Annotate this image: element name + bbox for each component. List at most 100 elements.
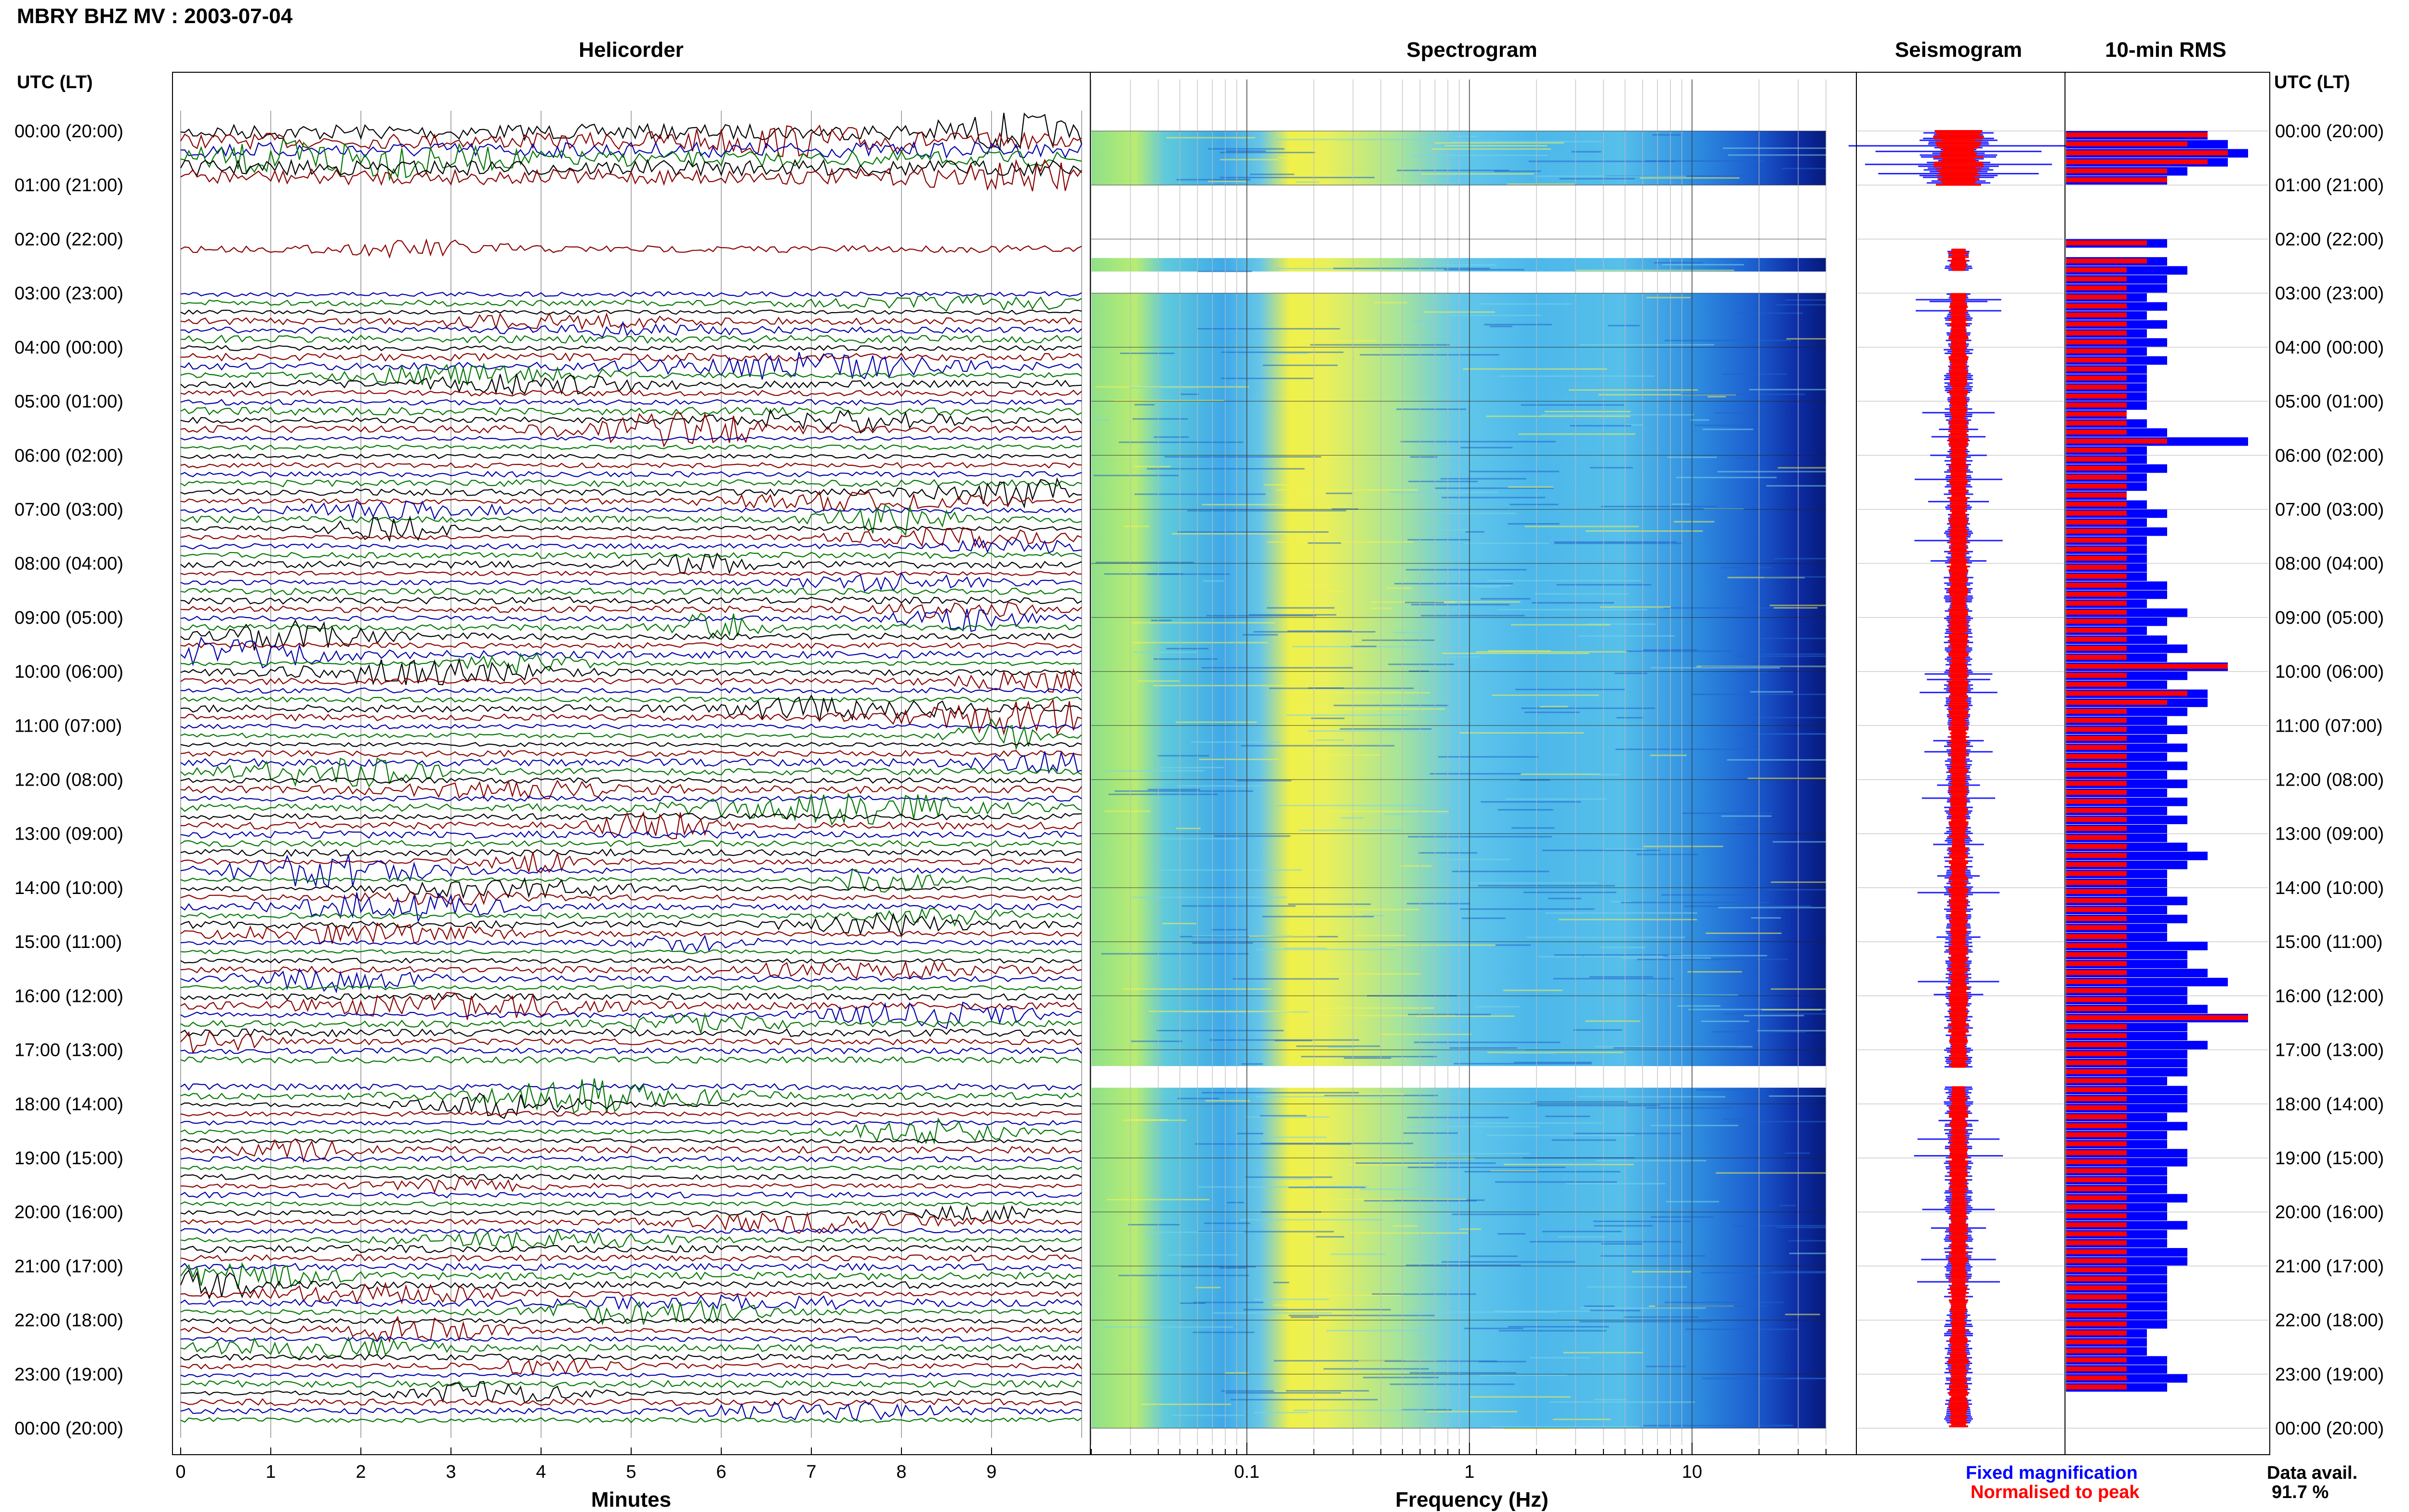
spectrogram-speckle xyxy=(1434,601,1521,603)
spectrogram-speckle xyxy=(1601,1243,1643,1245)
spectrogram-speckle xyxy=(1652,134,1681,136)
rms-normalised-bar xyxy=(2066,997,2127,1002)
rms-normalised-bar xyxy=(2066,1042,2127,1047)
helicorder-trace xyxy=(180,407,1082,416)
helicorder-trace xyxy=(180,352,1082,380)
helicorder-trace xyxy=(180,526,1082,549)
spectrogram-speckle xyxy=(1158,766,1224,768)
rms-normalised-bar xyxy=(2066,672,2127,678)
time-label: 09:00 (05:00) xyxy=(2275,608,2384,628)
spectrogram-plot xyxy=(1091,79,1827,1455)
spectrogram-speckle xyxy=(1273,1282,1289,1284)
spectrogram-speckle xyxy=(1586,530,1703,532)
spectrogram-speckle xyxy=(1526,936,1685,938)
spectrogram-speckle xyxy=(1405,569,1527,571)
spectrogram-speckle xyxy=(1288,1186,1366,1188)
spectrogram-speckle xyxy=(1578,635,1675,637)
rms-normalised-bar xyxy=(2066,691,2187,696)
helicorder-trace xyxy=(180,1318,1082,1324)
rms-normalised-bar xyxy=(2066,808,2127,813)
helicorder-trace xyxy=(180,840,1082,847)
helicorder-trace xyxy=(180,795,1082,802)
time-axis-title-right: UTC (LT) xyxy=(2274,72,2350,92)
rms-normalised-bar xyxy=(2066,1105,2127,1110)
rms-normalised-bar xyxy=(2066,465,2127,471)
time-label: 12:00 (08:00) xyxy=(2275,770,2384,790)
spectrogram-speckle xyxy=(1751,917,1781,919)
time-label: 17:00 (13:00) xyxy=(2275,1040,2384,1061)
helicorder-trace xyxy=(180,408,1082,434)
time-label: 21:00 (17:00) xyxy=(14,1256,123,1276)
rms-title: 10-min RMS xyxy=(2105,38,2226,62)
spectrogram-speckle xyxy=(1535,593,1628,595)
spectrogram-speckle xyxy=(1716,1172,1826,1174)
spectrogram-speckle xyxy=(1735,823,1762,825)
spectrogram-speckle xyxy=(1134,404,1155,406)
spectrogram-speckle xyxy=(1288,903,1371,905)
helicorder-trace xyxy=(180,1028,1082,1038)
spectrogram-speckle xyxy=(1553,978,1674,980)
spectrogram-speckle xyxy=(1646,1107,1733,1109)
rms-normalised-bar xyxy=(2066,970,2127,975)
spectrogram-speckle xyxy=(1167,1254,1239,1256)
spectrogram-speckle xyxy=(1651,1125,1739,1127)
spectrogram-speckle xyxy=(1694,424,1743,426)
spectrogram-speckle xyxy=(1615,749,1761,750)
spectrogram-speckle xyxy=(1596,1160,1707,1162)
spectrogram-speckle xyxy=(1654,262,1704,264)
spectrogram-speckle xyxy=(1490,326,1512,328)
spectrogram-speckle xyxy=(1320,1007,1434,1009)
spectrogram-speckle xyxy=(1102,1326,1233,1328)
spectrogram-speckle xyxy=(1503,1164,1634,1166)
helicorder-trace xyxy=(180,515,1082,542)
spectrogram-speckle xyxy=(1499,1330,1607,1332)
spectrogram-speckle xyxy=(1722,147,1826,149)
helicorder-xlabel: Minutes xyxy=(591,1488,671,1512)
spectrogram-speckle xyxy=(1175,721,1257,723)
time-label: 14:00 (10:00) xyxy=(14,878,123,898)
helicorder-trace xyxy=(180,892,1082,923)
helicorder-trace xyxy=(180,652,1082,675)
spectrogram-speckle xyxy=(1734,312,1803,314)
rms-normalised-bar xyxy=(2066,1294,2127,1300)
spectrogram-speckle xyxy=(1298,829,1402,831)
spectrogram-speckle xyxy=(1296,1045,1380,1047)
spectrogram-speckle xyxy=(1548,897,1582,899)
spectrogram-speckle xyxy=(1202,1092,1359,1094)
rms-normalised-bar xyxy=(2066,159,2208,165)
spectrogram-speckle xyxy=(1600,947,1646,948)
spectrogram-speckle xyxy=(1388,663,1454,665)
spectrogram-speckle xyxy=(1278,157,1306,159)
time-labels-right: 00:00 (20:00) 01:00 (21:00) 02:00 (22:00) 0… xyxy=(2275,121,2384,1439)
helicorder-plot xyxy=(180,111,1083,1438)
x-tick-label: 7 xyxy=(806,1462,816,1482)
spectrogram-speckle xyxy=(1231,1399,1378,1401)
rms-normalised-bar xyxy=(2066,601,2127,606)
spectrogram-speckle xyxy=(1507,183,1575,185)
spectrogram-speckle xyxy=(1565,1183,1666,1184)
spectrogram-speckle xyxy=(1290,1316,1319,1318)
spectrogram-speckle xyxy=(1414,1041,1561,1043)
spectrogram-speckle xyxy=(1645,160,1765,162)
spectrogram-speckle xyxy=(1397,170,1510,171)
rms-normalised-bar xyxy=(2066,267,2127,273)
spectrogram-speckle xyxy=(1723,1013,1826,1015)
spectrogram-speckle xyxy=(1595,1046,1753,1048)
spectrogram-speckle xyxy=(1113,400,1224,402)
helicorder-trace xyxy=(180,291,1082,297)
helicorder-trace xyxy=(180,811,1082,840)
rms-normalised-bar xyxy=(2066,492,2127,498)
helicorder-trace xyxy=(180,453,1082,460)
helicorder-trace xyxy=(180,362,1082,386)
spectrogram-speckle xyxy=(1789,1252,1826,1254)
spectrogram-speckle xyxy=(1784,1152,1810,1154)
helicorder-trace xyxy=(180,750,1082,775)
helicorder-trace xyxy=(180,696,1082,703)
helicorder-trace xyxy=(180,477,1082,509)
spectrogram-speckle xyxy=(1396,408,1467,410)
spectrogram-speckle xyxy=(1446,656,1480,658)
spectrogram-speckle xyxy=(1779,1205,1796,1207)
rms-normalised-bar xyxy=(2066,1303,2127,1309)
data-avail-label: Data avail. xyxy=(2267,1463,2357,1483)
spectrogram-speckle xyxy=(1434,264,1497,266)
